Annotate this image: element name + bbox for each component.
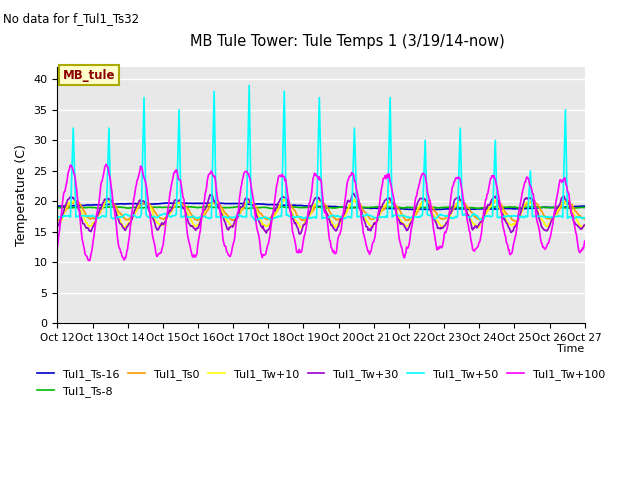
Text: Time: Time bbox=[557, 344, 585, 354]
Tul1_Ts0 bbox=[54, 217, 61, 223]
Tul1_Ts0 bbox=[512, 219, 520, 225]
Tul1_Ts-8 bbox=[115, 204, 123, 210]
Tul1_Tw+30 bbox=[212, 202, 220, 208]
Tul1_Tw+50 bbox=[252, 218, 259, 224]
Tul1_Tw+10 bbox=[259, 221, 266, 227]
Tul1_Ts-8 bbox=[377, 204, 385, 210]
Tul1_Tw+50 bbox=[54, 214, 61, 219]
Tul1_Tw+30 bbox=[377, 206, 385, 212]
Tul1_Tw+100 bbox=[54, 245, 61, 251]
Tul1_Tw+30 bbox=[581, 222, 589, 228]
Tul1_Ts-16 bbox=[213, 200, 221, 206]
Text: No data for f_Tul1_Ts32: No data for f_Tul1_Ts32 bbox=[3, 12, 140, 25]
Tul1_Ts-8 bbox=[212, 204, 220, 210]
Tul1_Tw+10 bbox=[239, 204, 246, 210]
Y-axis label: Temperature (C): Temperature (C) bbox=[15, 144, 28, 246]
Tul1_Ts-16 bbox=[431, 207, 439, 213]
Line: Tul1_Tw+30: Tul1_Tw+30 bbox=[58, 193, 585, 234]
Title: MB Tule Tower: Tule Temps 1 (3/19/14-now): MB Tule Tower: Tule Temps 1 (3/19/14-now… bbox=[190, 34, 505, 49]
Tul1_Ts-8 bbox=[581, 204, 589, 210]
Tul1_Tw+50 bbox=[212, 215, 220, 220]
Tul1_Tw+50 bbox=[406, 215, 414, 221]
Tul1_Ts0 bbox=[259, 212, 266, 218]
Tul1_Tw+30 bbox=[239, 204, 246, 209]
Tul1_Tw+50 bbox=[377, 214, 385, 220]
Tul1_Ts-16 bbox=[259, 201, 267, 207]
Tul1_Ts0 bbox=[406, 217, 413, 223]
Tul1_Ts0 bbox=[581, 216, 589, 222]
Line: Tul1_Tw+50: Tul1_Tw+50 bbox=[58, 85, 585, 221]
Tul1_Ts-8 bbox=[239, 204, 246, 210]
Tul1_Ts-8 bbox=[269, 206, 277, 212]
Tul1_Ts-8 bbox=[259, 204, 266, 210]
Tul1_Tw+50 bbox=[239, 214, 246, 220]
Tul1_Tw+30 bbox=[406, 221, 414, 227]
Tul1_Tw+100 bbox=[260, 252, 268, 257]
Tul1_Tw+50 bbox=[115, 215, 123, 220]
Text: MB_tule: MB_tule bbox=[63, 69, 115, 82]
Tul1_Ts-16 bbox=[115, 201, 123, 207]
Legend: Tul1_Ts-16, Tul1_Ts-8, Tul1_Ts0, Tul1_Tw+10, Tul1_Tw+30, Tul1_Tw+50, Tul1_Tw+100: Tul1_Ts-16, Tul1_Ts-8, Tul1_Ts0, Tul1_Tw… bbox=[33, 365, 609, 401]
Tul1_Ts0 bbox=[376, 210, 383, 216]
Line: Tul1_Ts-8: Tul1_Ts-8 bbox=[58, 206, 585, 209]
Tul1_Ts0 bbox=[239, 207, 246, 213]
Line: Tul1_Tw+100: Tul1_Tw+100 bbox=[58, 164, 585, 261]
Tul1_Tw+30 bbox=[350, 191, 358, 196]
Tul1_Ts0 bbox=[212, 199, 220, 204]
Tul1_Ts-16 bbox=[376, 205, 383, 211]
Tul1_Ts-16 bbox=[581, 203, 589, 209]
Tul1_Ts-16 bbox=[239, 201, 247, 206]
Tul1_Ts-8 bbox=[54, 205, 61, 211]
Line: Tul1_Ts0: Tul1_Ts0 bbox=[58, 200, 585, 222]
Tul1_Tw+100 bbox=[102, 161, 110, 167]
Tul1_Tw+100 bbox=[86, 258, 93, 264]
Tul1_Tw+50 bbox=[260, 215, 268, 220]
Tul1_Tw+30 bbox=[115, 219, 123, 225]
Tul1_Tw+10 bbox=[54, 223, 61, 228]
Tul1_Tw+50 bbox=[245, 83, 253, 88]
Tul1_Tw+100 bbox=[377, 193, 385, 199]
Tul1_Tw+10 bbox=[406, 220, 414, 226]
Tul1_Tw+10 bbox=[376, 212, 383, 217]
Tul1_Tw+30 bbox=[259, 225, 266, 231]
Tul1_Ts-8 bbox=[406, 204, 414, 210]
Tul1_Ts0 bbox=[282, 197, 289, 203]
Tul1_Ts-8 bbox=[278, 204, 286, 209]
Tul1_Ts-16 bbox=[164, 200, 172, 206]
Tul1_Tw+50 bbox=[581, 215, 589, 221]
Tul1_Tw+30 bbox=[54, 224, 61, 229]
Tul1_Tw+10 bbox=[297, 225, 305, 231]
Tul1_Tw+100 bbox=[406, 235, 414, 240]
Tul1_Tw+100 bbox=[117, 249, 125, 255]
Tul1_Tw+100 bbox=[240, 171, 248, 177]
Tul1_Tw+10 bbox=[581, 223, 589, 229]
Tul1_Ts0 bbox=[115, 210, 123, 216]
Tul1_Tw+10 bbox=[212, 198, 220, 204]
Tul1_Tw+10 bbox=[387, 196, 394, 202]
Tul1_Ts-16 bbox=[54, 204, 61, 209]
Line: Tul1_Tw+10: Tul1_Tw+10 bbox=[58, 199, 585, 228]
Line: Tul1_Ts-16: Tul1_Ts-16 bbox=[58, 203, 585, 210]
Tul1_Tw+100 bbox=[214, 196, 221, 202]
Tul1_Tw+100 bbox=[581, 238, 589, 244]
Tul1_Tw+10 bbox=[115, 215, 123, 220]
Tul1_Ts-16 bbox=[406, 206, 413, 212]
Tul1_Tw+30 bbox=[296, 231, 304, 237]
